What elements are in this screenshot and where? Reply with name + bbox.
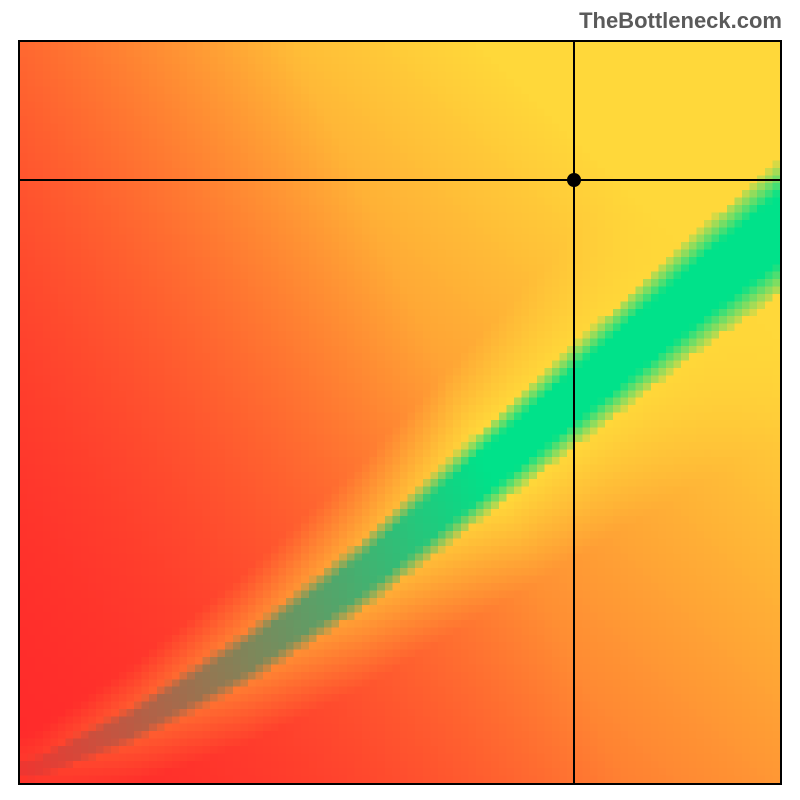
bottleneck-heatmap: [18, 40, 782, 785]
crosshair-marker: [567, 173, 581, 187]
crosshair-vertical: [573, 42, 575, 783]
crosshair-horizontal: [20, 179, 780, 181]
page-title: TheBottleneck.com: [579, 8, 782, 34]
heatmap-canvas: [20, 42, 780, 783]
